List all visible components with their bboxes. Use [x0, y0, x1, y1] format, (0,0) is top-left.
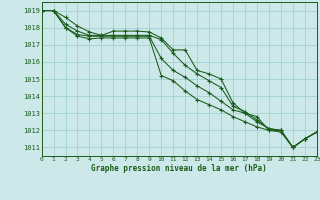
X-axis label: Graphe pression niveau de la mer (hPa): Graphe pression niveau de la mer (hPa): [91, 164, 267, 173]
